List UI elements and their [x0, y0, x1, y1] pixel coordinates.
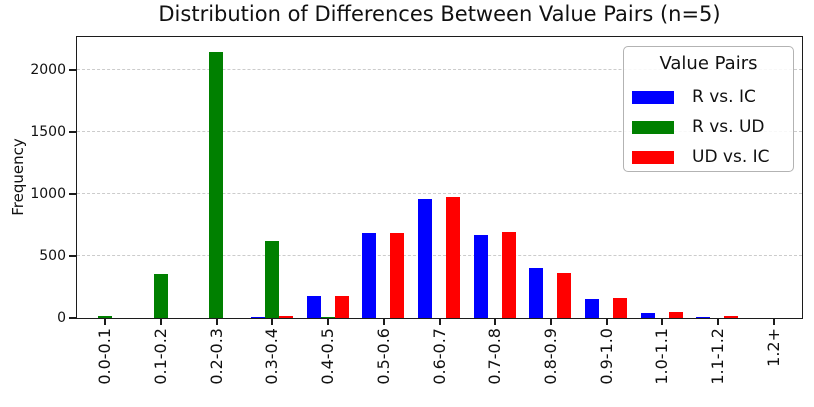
x-tick-label: 0.0-0.1 [95, 328, 115, 385]
x-tick-label: 0.4-0.5 [318, 328, 338, 385]
bar [473, 235, 488, 318]
legend-label: R vs. UD [692, 117, 765, 137]
y-tick-mark [69, 254, 76, 257]
legend-item: R vs. UD [632, 115, 787, 139]
legend-title: Value Pairs [659, 53, 758, 74]
x-tick-mark [104, 319, 107, 325]
y-tick-label: 2000 [30, 61, 66, 78]
gridline [77, 255, 802, 257]
bar [529, 267, 544, 318]
bar [278, 316, 293, 318]
bar [97, 315, 112, 318]
legend-label: R vs. IC [692, 87, 756, 107]
bar [362, 232, 377, 318]
x-tick-mark [661, 319, 664, 325]
x-tick-label: 1.0-1.1 [652, 328, 672, 385]
bar [446, 197, 460, 318]
x-tick-mark [327, 319, 330, 325]
bar [585, 298, 600, 318]
x-tick-mark [549, 319, 552, 325]
x-tick-mark [494, 319, 497, 325]
x-tick-label: 0.6-0.7 [429, 328, 449, 385]
gridline [77, 131, 802, 133]
bar [640, 312, 655, 318]
bar [724, 316, 739, 318]
x-tick-mark [382, 319, 385, 325]
x-tick-label: 1.1-1.2 [707, 328, 727, 385]
y-tick-mark [69, 68, 76, 71]
x-tick-label: 0.8-0.9 [540, 328, 560, 385]
x-tick-label: 0.2-0.3 [206, 328, 226, 385]
bar [501, 231, 516, 318]
y-axis-label: Frequency [9, 138, 27, 216]
legend-item: R vs. IC [632, 85, 787, 109]
y-tick-mark [69, 316, 76, 319]
x-tick-label: 0.7-0.8 [485, 328, 505, 385]
bar [306, 295, 321, 318]
bar [557, 273, 572, 318]
bar [334, 295, 349, 318]
x-tick-mark [215, 319, 218, 325]
x-tick-label: 0.9-1.0 [596, 328, 616, 385]
chart-title: Distribution of Differences Between Valu… [158, 2, 721, 26]
x-tick-mark [772, 319, 775, 325]
legend-color-swatch [632, 120, 674, 134]
plot-area: Value Pairs R vs. IC R vs. UD UD vs. IC [76, 36, 803, 319]
gridline [77, 69, 802, 71]
x-tick-mark [605, 319, 608, 325]
legend-color-swatch [632, 150, 674, 164]
legend-label: UD vs. IC [692, 147, 770, 167]
y-tick-mark [69, 192, 76, 195]
y-tick-label: 1500 [30, 123, 66, 140]
x-tick-mark [716, 319, 719, 325]
bar [320, 317, 335, 318]
x-tick-label: 0.1-0.2 [151, 328, 171, 385]
bar [668, 311, 683, 318]
bar [250, 317, 265, 318]
bar [390, 233, 405, 318]
gridline [77, 193, 802, 195]
x-tick-label: 1.2+ [763, 328, 783, 367]
x-tick-label: 0.5-0.6 [373, 328, 393, 385]
legend-color-swatch [632, 90, 674, 104]
y-tick-mark [69, 130, 76, 133]
y-tick-label: 500 [39, 247, 66, 264]
bar [209, 51, 224, 318]
bar [418, 199, 432, 318]
y-tick-label: 1000 [30, 185, 66, 202]
x-tick-mark [438, 319, 441, 325]
x-tick-label: 0.3-0.4 [262, 328, 282, 385]
legend-item: UD vs. IC [632, 145, 787, 169]
x-tick-mark [271, 319, 274, 325]
bar [613, 298, 628, 318]
bar [696, 317, 711, 318]
x-tick-mark [160, 319, 163, 325]
legend: Value Pairs R vs. IC R vs. UD UD vs. IC [623, 46, 794, 172]
bar [153, 274, 168, 318]
y-tick-label: 0 [57, 309, 66, 326]
bar [264, 241, 279, 318]
